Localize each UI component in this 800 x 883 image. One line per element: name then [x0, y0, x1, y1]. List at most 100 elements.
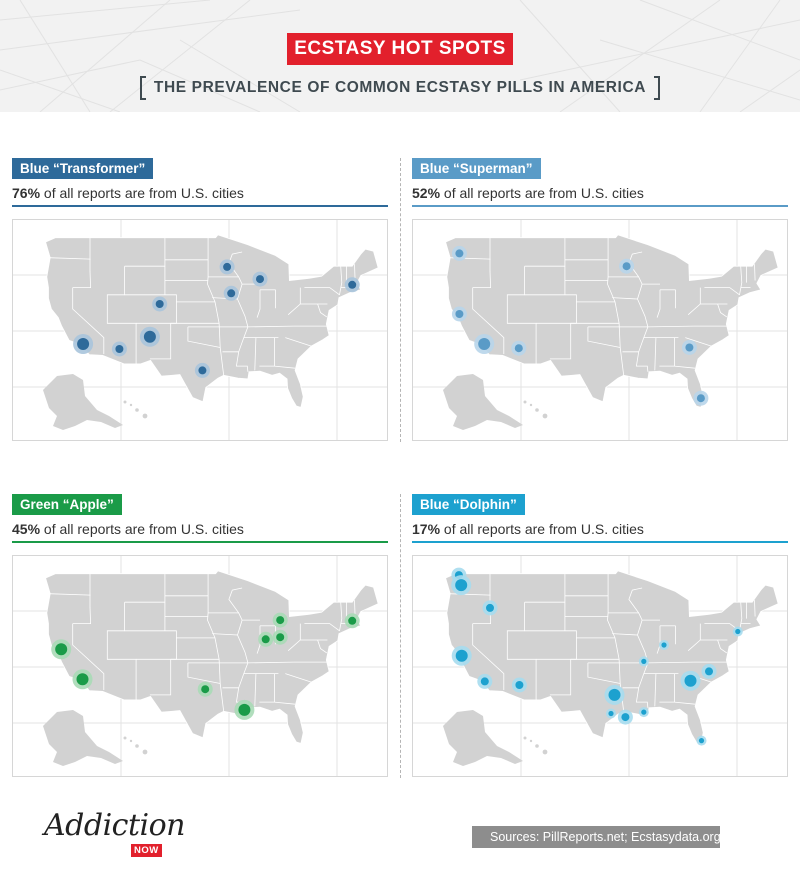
hotspot-marker — [606, 708, 616, 719]
hotspot-dot — [77, 338, 90, 350]
stat-underline — [412, 541, 788, 543]
hotspot-marker — [696, 735, 707, 746]
panel-blue-dolphin: Blue “Dolphin” 17% of all reports are fr… — [412, 494, 788, 543]
hotspot-marker — [511, 677, 527, 693]
hotspot-dot — [115, 345, 124, 353]
hotspot-marker — [51, 639, 72, 660]
hotspot-dot — [455, 310, 464, 318]
hotspot-marker — [194, 362, 210, 378]
hotspot-dot — [143, 330, 156, 343]
hotspot-dot — [455, 249, 464, 258]
subtitle: THE PREVALENCE OF COMMON ECSTASY PILLS I… — [153, 79, 647, 96]
stat-percent: 52% — [412, 185, 441, 201]
hotspot-dot — [276, 616, 285, 625]
hotspot-dot — [608, 688, 621, 701]
hotspot-marker — [252, 271, 268, 287]
alaska-inset — [443, 710, 523, 766]
subtitle-block: THE PREVALENCE OF COMMON ECSTASY PILLS I… — [140, 76, 660, 100]
stat-underline — [12, 541, 388, 543]
hotspot-marker — [344, 277, 360, 293]
hotspot-dot — [55, 643, 68, 656]
hotspot-marker — [701, 663, 717, 679]
us-map-blue-superman — [412, 219, 788, 441]
hawaii-inset — [523, 736, 548, 755]
hotspot-marker — [638, 656, 649, 667]
stat-text: 76% of all reports are from U.S. cities — [12, 185, 388, 205]
hotspot-marker — [451, 645, 472, 666]
hotspot-dot — [238, 703, 251, 716]
panel-green-apple: Green “Apple” 45% of all reports are fro… — [12, 494, 388, 543]
hotspot-marker — [111, 341, 127, 357]
us-map-blue-transformer — [12, 219, 388, 441]
hotspot-marker — [451, 306, 467, 322]
logo-badge: NOW — [131, 844, 162, 857]
bracket-left-icon — [140, 76, 146, 100]
stat-description: of all reports are from U.S. cities — [40, 521, 244, 537]
hotspot-dot — [486, 603, 494, 612]
hotspot-marker — [693, 390, 709, 406]
hotspot-dot — [201, 685, 210, 694]
state-borders — [48, 573, 356, 712]
hotspot-marker — [258, 631, 274, 647]
hotspot-dot — [198, 366, 207, 375]
alaska-inset — [43, 374, 123, 430]
column-divider-bottom — [400, 494, 401, 778]
us-landmass — [45, 570, 379, 744]
hotspot-marker — [451, 575, 472, 596]
stat-underline — [412, 205, 788, 207]
header-banner: ECSTASY HOT SPOTS THE PREVALENCE OF COMM… — [0, 0, 800, 112]
hotspot-marker — [197, 681, 213, 697]
us-map-blue-dolphin — [412, 555, 788, 777]
hotspot-marker — [511, 340, 527, 356]
bracket-right-icon — [654, 76, 660, 100]
hotspot-dot — [515, 681, 524, 689]
panel-blue-transformer: Blue “Transformer” 76% of all reports ar… — [12, 158, 388, 207]
stat-description: of all reports are from U.S. cities — [440, 185, 644, 201]
hotspot-marker — [477, 673, 493, 689]
hotspot-marker — [344, 613, 360, 629]
hotspot-marker — [617, 709, 633, 725]
stat-description: of all reports are from U.S. cities — [40, 185, 244, 201]
hotspot-dot — [276, 633, 285, 642]
hotspot-marker — [219, 259, 235, 275]
hotspot-marker — [638, 707, 649, 718]
hotspot-dot — [661, 642, 667, 648]
hotspot-marker — [234, 699, 255, 720]
logo-wordmark: Addiction — [44, 808, 186, 843]
hotspot-dot — [261, 635, 270, 644]
us-landmass — [445, 234, 779, 408]
stat-underline — [12, 205, 388, 207]
hotspot-dot — [622, 262, 631, 271]
hotspot-marker — [72, 669, 93, 690]
stat-text: 45% of all reports are from U.S. cities — [12, 521, 388, 541]
hotspot-dot — [223, 262, 232, 271]
hawaii-inset — [523, 400, 548, 419]
hotspot-dot — [696, 394, 705, 403]
us-landmass — [45, 234, 379, 408]
hotspot-dot — [455, 649, 468, 662]
pill-label: Green “Apple” — [12, 494, 122, 515]
alaska-inset — [443, 374, 523, 430]
hotspot-marker — [482, 600, 498, 616]
hotspot-dot — [76, 673, 89, 686]
stat-percent: 17% — [412, 521, 441, 537]
hotspot-marker — [223, 285, 239, 301]
addiction-now-logo: Addiction NOW — [44, 808, 194, 864]
hotspot-dot — [608, 710, 614, 717]
us-map-green-apple — [12, 555, 388, 777]
hotspot-marker — [451, 245, 467, 261]
stat-text: 52% of all reports are from U.S. cities — [412, 185, 788, 205]
hotspot-dot — [641, 658, 647, 664]
pill-label: Blue “Transformer” — [12, 158, 154, 179]
stat-description: of all reports are from U.S. cities — [440, 521, 644, 537]
hotspot-dot — [256, 275, 264, 284]
stat-percent: 76% — [12, 185, 41, 201]
hotspot-dot — [478, 338, 491, 350]
hotspot-marker — [680, 670, 701, 691]
hotspot-dot — [514, 344, 523, 353]
hotspot-dot — [641, 709, 647, 715]
column-divider-top — [400, 158, 401, 442]
hotspot-dot — [685, 343, 694, 352]
hotspot-dot — [455, 579, 468, 592]
sources-note: Sources: PillReports.net; Ecstasydata.or… — [472, 826, 721, 848]
